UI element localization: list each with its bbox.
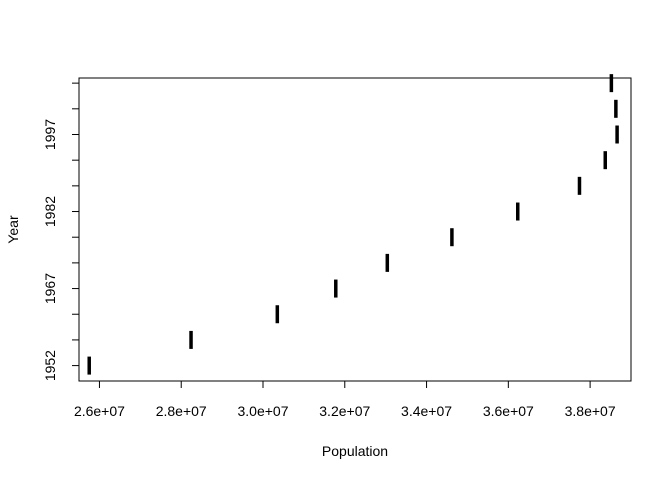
y-tick-label: 1997 xyxy=(42,119,58,150)
plot-frame xyxy=(78,77,632,382)
x-axis-title: Population xyxy=(322,443,388,459)
x-tick-label: 3.2e+07 xyxy=(319,403,370,419)
x-tick-label: 2.6e+07 xyxy=(74,403,125,419)
data-points xyxy=(87,74,619,375)
y-axis-title: Year xyxy=(5,215,21,244)
y-tick-label: 1967 xyxy=(42,273,58,304)
y-tick-label: 1952 xyxy=(42,350,58,381)
y-axis: 1952 1967 1982 1997 xyxy=(42,82,80,381)
x-axis: 2.6e+07 2.8e+07 3.0e+07 3.2e+07 3.4e+07 3.6e+… xyxy=(74,380,616,419)
x-tick-label: 2.8e+07 xyxy=(156,403,207,419)
x-tick-label: 3.4e+07 xyxy=(401,403,452,419)
x-tick-label: 3.6e+07 xyxy=(483,403,534,419)
x-tick-label: 3.0e+07 xyxy=(238,403,289,419)
x-tick-label: 3.8e+07 xyxy=(565,403,616,419)
y-tick-label: 1982 xyxy=(42,196,58,227)
